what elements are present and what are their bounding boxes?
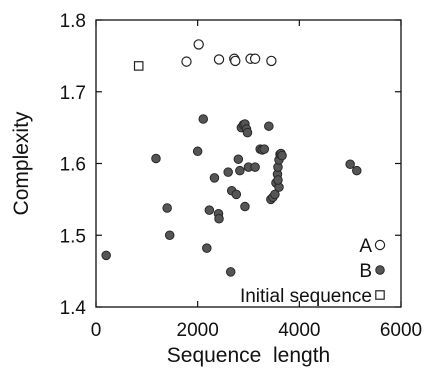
data-point-b <box>151 153 161 164</box>
data-point-a <box>249 53 261 64</box>
x-tick-label: 4000 <box>278 320 320 341</box>
data-point-b <box>101 250 111 261</box>
data-point-a <box>266 55 277 67</box>
data-point-b <box>277 150 287 161</box>
x-axis-ticks: 0 2000 4000 6000 <box>91 20 422 341</box>
data-point-b <box>240 201 250 212</box>
legend-label: Initial sequence <box>240 286 372 307</box>
y-tick-label: 1.5 <box>60 226 86 247</box>
data-point-b <box>209 173 220 183</box>
legend: AB Initial sequence <box>240 236 386 307</box>
y-tick-label: 1.8 <box>60 11 86 32</box>
x-tick-label: 2000 <box>177 320 219 341</box>
legend-label: B <box>359 261 372 282</box>
data-point-b <box>250 162 260 172</box>
data-point-a <box>181 56 192 67</box>
data-point-a <box>230 55 241 67</box>
data-point-b <box>162 203 172 213</box>
data-point-b <box>164 230 175 240</box>
y-tick-label: 1.4 <box>60 298 87 319</box>
data-point-b <box>264 121 274 131</box>
legend-marker <box>375 265 385 275</box>
x-tick-label: 0 <box>91 320 102 341</box>
data-points <box>101 39 362 277</box>
data-point-b <box>352 165 362 176</box>
data-point-b <box>223 167 233 177</box>
x-axis-label: Sequence length <box>167 344 330 367</box>
data-point-b <box>231 189 242 200</box>
data-point-b <box>242 127 253 138</box>
legend-marker <box>375 290 385 300</box>
data-point-b <box>214 213 224 224</box>
data-point-b <box>259 144 270 154</box>
data-point-b <box>198 114 209 124</box>
data-point-b <box>204 205 215 215</box>
x-tick-label: 6000 <box>380 320 422 341</box>
data-point-b <box>225 267 236 277</box>
data-point-a <box>213 54 225 65</box>
y-axis-ticks: 1.4 1.5 1.6 1.7 1.8 <box>60 11 401 319</box>
data-point-b <box>235 165 245 176</box>
data-point-a <box>193 39 204 50</box>
legend-marker <box>374 239 386 251</box>
data-point-initial-sequence <box>133 61 144 71</box>
y-tick-label: 1.6 <box>60 155 86 176</box>
y-axis-label: Complexity <box>10 111 33 215</box>
data-point-b <box>273 175 283 185</box>
data-point-b <box>233 154 244 164</box>
data-point-b <box>192 146 203 157</box>
data-point-b <box>345 159 355 169</box>
legend-label: A <box>359 236 372 257</box>
data-point-b <box>202 243 212 253</box>
y-tick-label: 1.7 <box>60 83 86 104</box>
data-point-b <box>270 189 280 200</box>
